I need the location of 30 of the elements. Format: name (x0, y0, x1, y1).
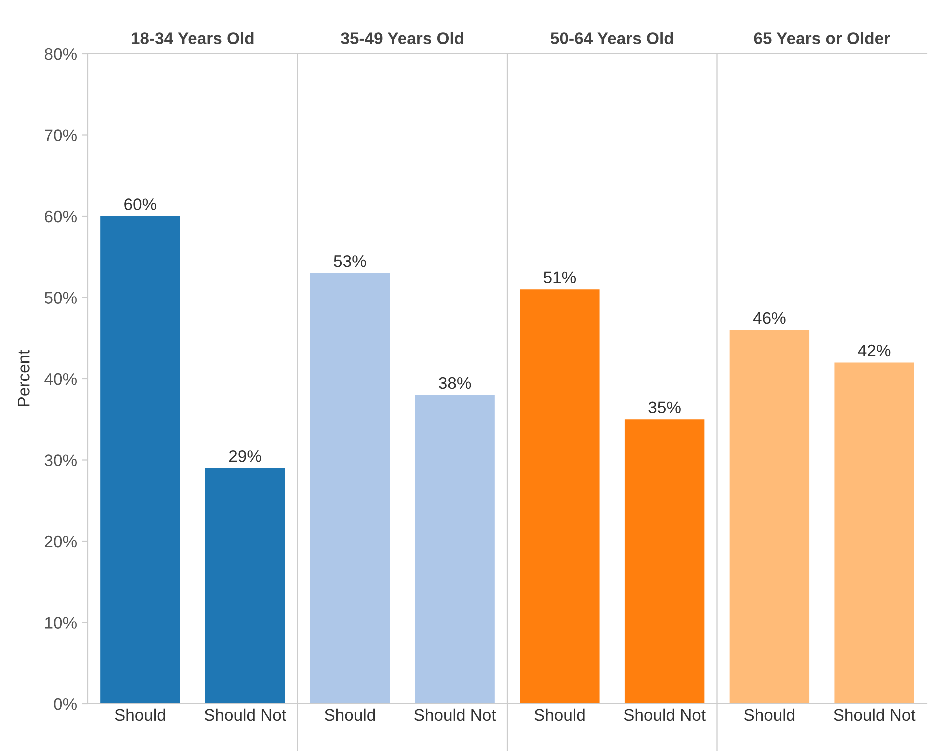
y-tick-label: 20% (45, 536, 77, 548)
y-tick-label: 50% (44, 292, 77, 304)
data-label: 42% (858, 344, 891, 357)
x-tick-label: Should (325, 708, 376, 722)
x-tick-label: Should (744, 708, 795, 722)
y-tick-label: 30% (44, 454, 77, 466)
y-axis-title: Percent (18, 350, 30, 406)
data-label: 35% (648, 402, 681, 414)
data-label: 51% (544, 272, 576, 284)
x-tick-label: Should (534, 708, 585, 722)
x-tick-label: Should Not (624, 708, 706, 722)
y-tick-label: 60% (45, 210, 77, 223)
x-tick-label: Should Not (834, 708, 916, 722)
y-tick-label: 40% (44, 373, 77, 386)
y-tick-label: 0% (54, 698, 77, 710)
data-label: 60% (124, 198, 157, 210)
y-tick-label: 10% (45, 617, 77, 629)
x-tick-label: Should (115, 708, 166, 722)
y-tick-label: 70% (45, 130, 77, 142)
chart-title: 65 Years or Older (754, 32, 890, 44)
data-label: 46% (753, 312, 786, 324)
y-tick-label: 80% (44, 48, 77, 60)
data-label: 29% (229, 450, 262, 462)
chart-title: 50-64 Years Old (550, 32, 674, 44)
x-tick-label: Should Not (204, 708, 286, 722)
data-label: 53% (334, 256, 366, 268)
x-tick-label: Should Not (414, 708, 496, 722)
data-label: 38% (439, 377, 472, 390)
chart-title: 35-49 Years Old (341, 32, 464, 44)
chart-title: 18-34 Years Old (132, 32, 254, 44)
